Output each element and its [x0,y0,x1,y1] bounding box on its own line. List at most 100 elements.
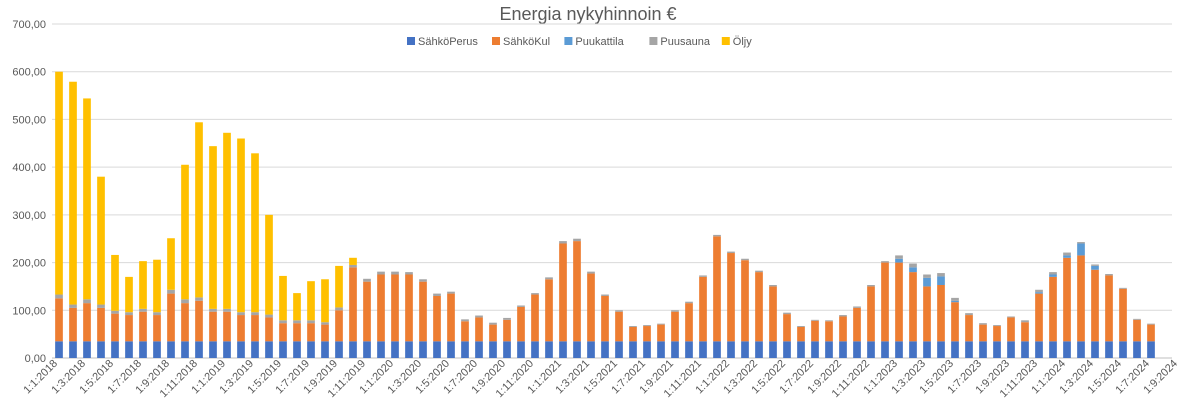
bar-segment [139,311,147,342]
bar-segment [937,273,945,277]
bar-segment [489,341,497,358]
bar-segment [867,341,875,358]
bar-segment [741,260,749,342]
bar-segment [1119,287,1127,289]
bar-segment [1007,316,1015,318]
bar-segment [587,341,595,358]
bar-segment [1063,257,1071,342]
bar-segment [1035,341,1043,358]
y-tick-label: 400,00 [12,162,46,174]
bar-segment [223,132,231,309]
bar-segment [237,138,245,313]
bar-segment [125,315,133,342]
bar-segment [573,241,581,342]
bar-segment [1133,319,1141,342]
bar-segment [1105,341,1113,358]
bar-segment [1077,243,1085,256]
bar-segment [181,299,189,304]
legend-label: SähköPerus [418,36,478,48]
bar-segment [965,341,973,358]
bar-segment [111,341,119,358]
bar-segment [97,176,105,305]
legend-label: Puukattila [575,36,624,48]
bar-segment [699,275,707,277]
bar-segment [1105,275,1113,342]
bar-segment [265,341,273,358]
chart-title: Energia nykyhinnoin € [499,4,676,24]
bar-segment [335,341,343,358]
y-tick-label: 700,00 [12,19,46,31]
bar-segment [377,274,385,342]
bar-segment [69,307,77,342]
bar-segment [307,281,315,321]
bar-segment [251,315,259,342]
bar-segment [1063,341,1071,358]
bar-segment [685,341,693,358]
bar-segment [293,293,301,321]
bars [55,71,1155,358]
bar-segment [391,271,399,275]
bar-segment [615,311,623,342]
bar-segment [573,238,581,242]
bar-segment [335,265,343,308]
bar-segment [447,341,455,358]
bar-segment [139,308,147,312]
bar-segment [517,306,525,342]
bar-segment [923,286,931,342]
bar-segment [839,341,847,358]
bar-segment [1007,341,1015,358]
bar-segment [419,341,427,358]
bar-segment [111,254,119,311]
y-tick-label: 300,00 [12,210,46,222]
bar-segment [209,308,217,312]
bar-segment [419,279,427,282]
bar-segment [587,271,595,274]
y-tick-label: 0,00 [25,353,46,365]
bar-segment [447,291,455,294]
bar-segment [853,307,861,342]
bar-segment [279,320,287,324]
bar-segment [55,341,63,358]
bar-segment [601,295,609,342]
bar-segment [335,310,343,342]
bar-segment [1049,274,1057,277]
bar-segment [237,315,245,342]
bar-segment [951,341,959,358]
bar-segment [965,313,973,316]
bar-segment [881,262,889,342]
bar-segment [223,308,231,312]
bar-segment [83,341,91,358]
bar-segment [839,316,847,342]
bar-segment [153,341,161,358]
bar-segment [601,341,609,358]
bar-segment [559,243,567,342]
bar-segment [797,326,805,327]
bar-segment [195,297,203,301]
bar-segment [97,304,105,308]
bar-segment [503,317,511,320]
bar-segment [1077,341,1085,358]
bar-segment [307,323,315,342]
bar-segment [1049,276,1057,342]
bar-segment [811,319,819,321]
bar-segment [167,238,175,290]
bar-segment [167,293,175,342]
bar-segment [1021,322,1029,342]
bar-segment [881,341,889,358]
bar-segment [349,257,357,265]
legend-label: Puusauna [660,36,710,48]
bar-segment [615,341,623,358]
bar-segment [405,272,413,275]
bar-segment [265,214,273,315]
bar-segment [293,320,301,324]
bar-segment [321,279,329,323]
bar-segment [153,312,161,316]
bar-segment [461,321,469,342]
bar-segment [1147,324,1155,342]
bar-segment [1147,323,1155,325]
bar-segment [307,320,315,324]
bar-segment [97,307,105,342]
bar-segment [181,164,189,300]
bar-segment [769,285,777,287]
